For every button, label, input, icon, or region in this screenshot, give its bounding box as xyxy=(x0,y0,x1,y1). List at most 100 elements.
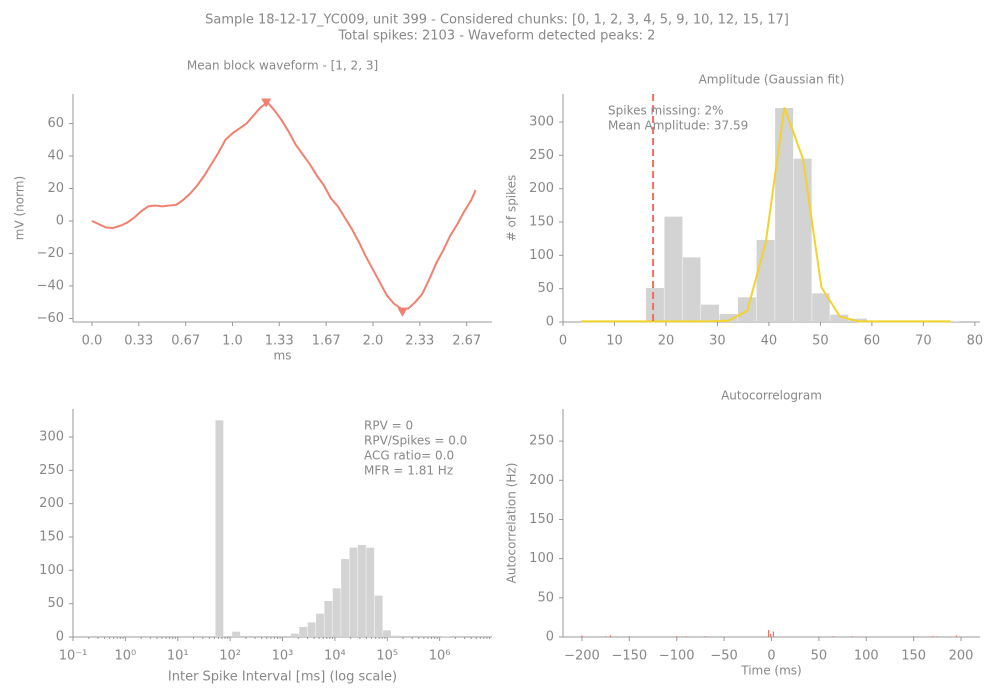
y-tick-label: 200 xyxy=(39,496,64,511)
x-axis-label: Time (ms) xyxy=(740,664,802,678)
x-tick-label: 10⁻¹ xyxy=(59,649,88,664)
y-tick-label: 40 xyxy=(47,149,64,164)
y-tick-label: 50 xyxy=(47,596,64,611)
y-tick-label: 150 xyxy=(529,512,554,527)
x-tick-label: 10³ xyxy=(272,649,294,664)
peak-marker xyxy=(397,307,408,317)
peak-marker xyxy=(261,98,272,108)
x-tick-label: 10¹ xyxy=(167,649,189,664)
x-tick-label: 0.0 xyxy=(82,334,103,349)
figure-title: Sample 18-12-17_YC009, unit 399 - Consid… xyxy=(205,13,789,28)
x-tick-label: 20 xyxy=(658,334,675,349)
x-tick-label: −150 xyxy=(611,649,647,664)
acg-bar xyxy=(581,635,583,637)
chart-title: Mean block waveform - [1, 2, 3] xyxy=(187,59,378,73)
acg-bar xyxy=(932,636,934,637)
x-tick-label: 60 xyxy=(864,334,881,349)
x-tick-label: 0.33 xyxy=(124,334,153,349)
y-tick-label: 0 xyxy=(56,630,64,645)
x-tick-label: 1.33 xyxy=(265,334,294,349)
histogram-bar xyxy=(682,257,701,322)
x-tick-label: 50 xyxy=(811,649,828,664)
y-tick-label: 60 xyxy=(47,116,64,131)
x-tick-label: 10⁰ xyxy=(114,649,136,664)
histogram-bar xyxy=(349,547,358,637)
acg-bar xyxy=(832,636,834,637)
histogram-bar xyxy=(332,588,341,637)
histogram-bar xyxy=(316,613,324,637)
histogram-bar xyxy=(830,314,849,322)
histogram-bar xyxy=(290,633,299,637)
histogram-bar xyxy=(215,420,224,637)
histogram-bar xyxy=(756,240,775,322)
x-tick-label: 0 xyxy=(559,334,567,349)
histogram-bar xyxy=(441,636,450,637)
acg-bar xyxy=(628,636,630,637)
acg-bar xyxy=(769,633,772,637)
annotation: Mean Amplitude: 37.59 xyxy=(608,119,748,133)
y-tick-label: 50 xyxy=(537,281,554,296)
chart-title: Amplitude (Gaussian fit) xyxy=(699,73,845,87)
y-tick-label: 100 xyxy=(39,563,64,578)
y-tick-label: 200 xyxy=(529,181,554,196)
y-tick-label: 50 xyxy=(537,590,554,605)
x-tick-label: 10⁴ xyxy=(324,649,346,664)
annotation: Spikes missing: 2% xyxy=(608,104,724,118)
y-tick-label: 0 xyxy=(56,213,64,228)
y-axis-label: mV (norm) xyxy=(13,176,27,240)
acg-bar xyxy=(704,636,706,637)
x-tick-label: 100 xyxy=(854,649,879,664)
x-tick-label: −100 xyxy=(659,649,695,664)
x-tick-label: 150 xyxy=(901,649,926,664)
histogram-bar xyxy=(307,622,316,637)
x-tick-label: 10⁶ xyxy=(429,649,451,664)
acg-bar xyxy=(685,636,687,637)
acg-bar xyxy=(605,636,607,637)
acg-bar xyxy=(851,636,853,637)
y-tick-label: 0 xyxy=(546,315,554,330)
acg-bar xyxy=(913,636,915,637)
acg-bar xyxy=(676,636,678,637)
acg-bar xyxy=(936,636,938,637)
x-tick-label: −50 xyxy=(710,649,737,664)
y-axis-label: Autocorrelation (Hz) xyxy=(505,463,519,584)
y-tick-label: −40 xyxy=(37,278,64,293)
histogram-bar xyxy=(383,630,391,637)
x-tick-label: 40 xyxy=(761,334,778,349)
histogram-bar xyxy=(391,635,400,637)
acg-bar xyxy=(609,635,611,637)
annotation: RPV = 0 xyxy=(364,419,413,433)
histogram-bar xyxy=(719,314,738,322)
histogram-bar xyxy=(341,559,350,637)
y-tick-label: −60 xyxy=(37,311,64,326)
x-tick-label: 0 xyxy=(767,649,775,664)
x-tick-label: 1.0 xyxy=(222,334,243,349)
x-tick-label: 30 xyxy=(709,334,726,349)
x-tick-label: 0.67 xyxy=(171,334,200,349)
x-tick-label: 200 xyxy=(949,649,974,664)
y-tick-label: 250 xyxy=(529,148,554,163)
y-tick-label: 100 xyxy=(529,551,554,566)
x-tick-label: 10⁵ xyxy=(376,649,398,664)
x-tick-label: 2.0 xyxy=(363,334,384,349)
figure-subtitle: Total spikes: 2103 - Waveform detected p… xyxy=(338,29,656,44)
histogram-bar xyxy=(374,595,383,637)
annotation: RPV/Spikes = 0.0 xyxy=(364,434,467,448)
annotation: MFR = 1.81 Hz xyxy=(364,464,453,478)
y-tick-label: 300 xyxy=(39,430,64,445)
annotation: ACG ratio= 0.0 xyxy=(364,449,454,463)
histogram-bar xyxy=(775,108,794,322)
y-tick-label: 200 xyxy=(529,473,554,488)
y-tick-label: 100 xyxy=(529,248,554,263)
acg-bar xyxy=(772,631,774,637)
histogram-bar xyxy=(664,216,683,322)
y-tick-label: 150 xyxy=(39,530,64,545)
x-tick-label: 80 xyxy=(967,334,984,349)
x-axis-label: ms xyxy=(274,349,292,363)
waveform-line xyxy=(91,101,477,310)
histogram-bar xyxy=(700,304,720,322)
x-tick-label: −200 xyxy=(564,649,600,664)
x-tick-label: 1.67 xyxy=(312,334,341,349)
y-axis-label: # of spikes xyxy=(505,175,519,242)
y-tick-label: 20 xyxy=(47,181,64,196)
